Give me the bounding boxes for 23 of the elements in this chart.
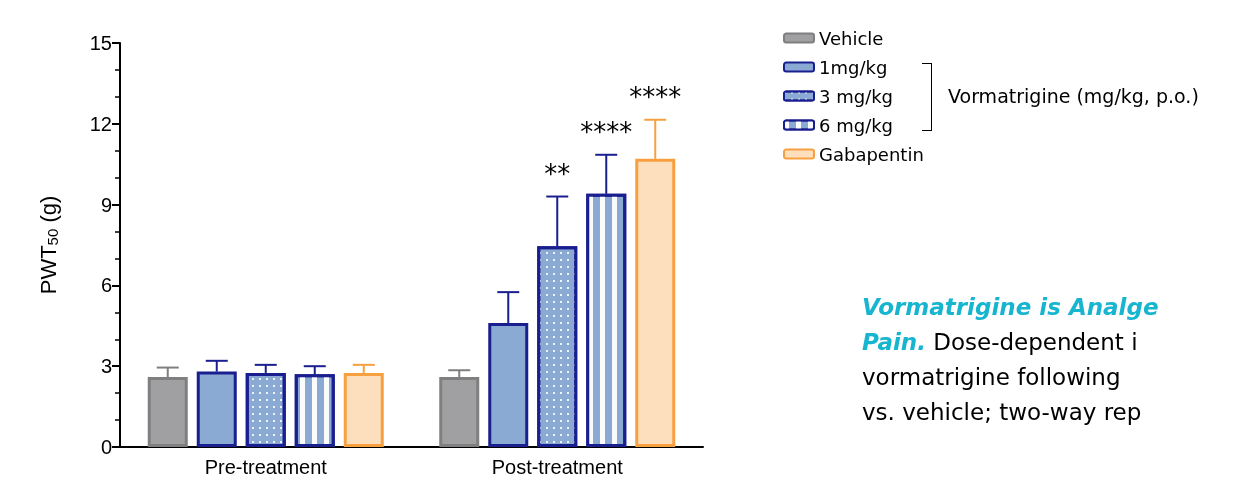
y-tick-label: 12 [89,112,112,135]
annotation: ** [543,158,572,189]
text: vs. vehicle; two-way rep [862,399,1142,425]
text: Vormatrigine is Analge [862,294,1159,320]
x-tick-label: Pre-treatment [204,456,328,478]
legend-label: 6 mg/kg [819,114,894,136]
legend-label: 3 mg/kg [819,85,894,107]
y-tick-label: 9 [100,193,112,216]
annotation: **** [579,116,634,147]
legend-label: Gabapentin [819,143,924,165]
x-tick-label: Post-treatment [491,456,624,478]
y-tick-label: 6 [100,274,112,297]
y-tick-label: 0 [100,436,112,458]
annotation: **** [628,81,683,112]
legend-label: 1mg/kg [819,56,888,78]
text: Pain. [862,329,926,355]
text: Vormatrigine (mg/kg, p.o.) [948,85,1199,107]
text: Dose-dependent i [933,329,1138,355]
y-tick-label: 3 [100,355,112,378]
legend-label: Vehicle [819,27,884,49]
y-tick-label: 15 [89,32,112,54]
text: vormatrigine following [862,364,1121,390]
y-axis-title: PWT50 (g) [36,195,61,295]
